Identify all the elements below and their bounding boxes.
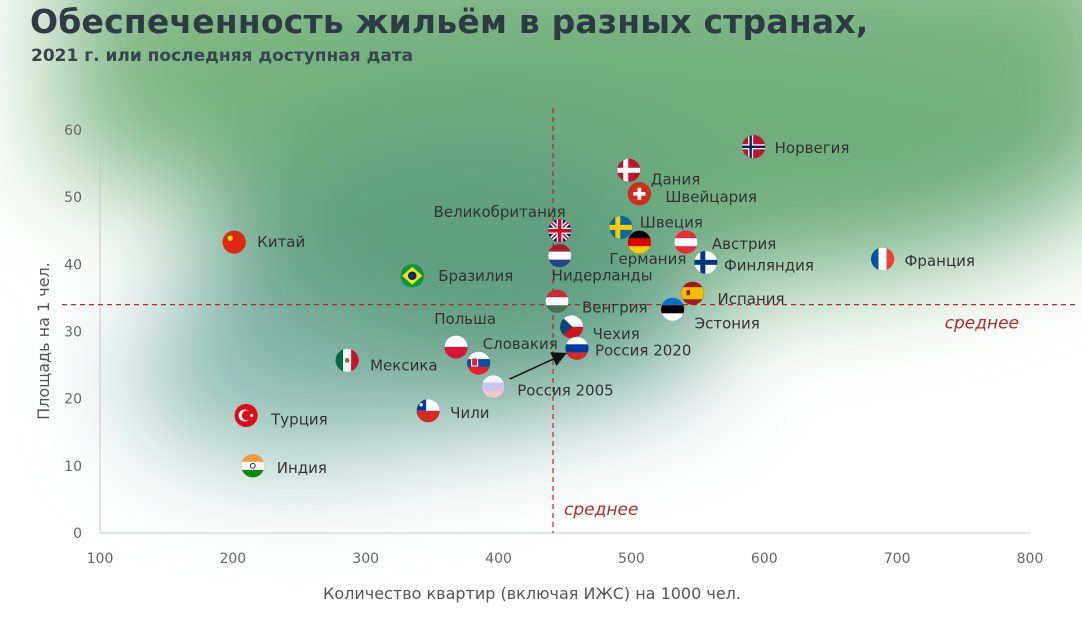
germany-flag-icon (627, 230, 652, 254)
china-flag-icon (222, 230, 246, 254)
point-label: Россия 2005 (517, 382, 613, 400)
brazil-flag-icon (400, 263, 425, 288)
y-tick-label: 0 (73, 526, 82, 542)
estonia-flag-icon (660, 297, 685, 322)
point-label: Германия (609, 250, 686, 268)
point-label: Австрия (712, 235, 776, 253)
hungary-flag-icon (545, 289, 569, 314)
netherlands-flag-icon (547, 243, 572, 268)
india-flag-icon (240, 454, 265, 478)
uk-flag-icon (547, 218, 572, 243)
y-tick-label: 40 (64, 257, 82, 273)
point-label: Россия 2020 (595, 341, 691, 359)
slovakia-flag-icon (466, 351, 491, 375)
russia-flag-icon (565, 336, 589, 361)
x-tick-label: 300 (352, 551, 379, 567)
mean-x-label: среднее (564, 500, 638, 520)
france-flag-icon (870, 247, 895, 271)
y-tick-label: 20 (64, 392, 82, 408)
y-tick-label: 10 (64, 459, 82, 475)
point-label: Франция (905, 252, 975, 270)
norway-flag-icon (741, 134, 766, 159)
spain-flag-icon (680, 281, 705, 306)
poland-flag-icon (444, 335, 468, 359)
point-label: Словакия (483, 335, 558, 353)
austria-flag-icon (674, 230, 698, 254)
finland-flag-icon (694, 250, 718, 275)
y-axis-label: Площадь на 1 чел. (34, 262, 53, 420)
denmark-flag-icon (616, 158, 641, 183)
point-label: Чехия (593, 325, 640, 343)
chart-title: Обеспеченность жильём в разных странах, (30, 2, 869, 41)
point-label: Швейцария (665, 188, 757, 206)
x-axis-label: Количество квартир (включая ИЖС) на 1000… (323, 584, 741, 603)
y-tick-label: 50 (64, 190, 82, 206)
czechia-flag-icon (559, 314, 584, 339)
point-label: Дания (651, 170, 701, 188)
chile-flag-icon (416, 398, 440, 423)
point-label: Швеция (640, 213, 703, 231)
chart-subtitle: 2021 г. или последняя доступная дата (31, 46, 414, 66)
switzerland-flag-icon (627, 182, 652, 206)
x-tick-label: 100 (87, 551, 114, 567)
russia-change-arrow (509, 352, 567, 380)
point-label: Польша (434, 310, 496, 328)
point-label: Великобритания (434, 203, 566, 221)
point-label: Венгрия (582, 298, 648, 316)
point-label: Норвегия (775, 139, 850, 157)
point-label: Нидерланды (552, 267, 653, 285)
point-label: Турция (270, 410, 328, 428)
y-tick-label: 60 (64, 123, 82, 139)
x-tick-label: 800 (1017, 551, 1044, 567)
turkey-flag-icon (234, 403, 258, 428)
sweden-flag-icon (608, 215, 633, 240)
point-label: Мексика (370, 356, 437, 374)
x-tick-label: 200 (219, 551, 246, 567)
point-label: Бразилия (438, 267, 513, 285)
x-tick-label: 500 (618, 551, 645, 567)
point-label: Эстония (695, 314, 760, 332)
point-label: Индия (277, 459, 327, 477)
mean-y-label: среднее (945, 314, 1019, 334)
x-tick-label: 700 (884, 551, 911, 567)
x-tick-label: 600 (751, 551, 778, 567)
point-label: Чили (450, 404, 489, 422)
point-label: Финляндия (724, 256, 814, 274)
mexico-flag-icon (335, 348, 359, 373)
point-label: Китай (257, 233, 305, 251)
russia-2005-flag-icon (481, 374, 506, 399)
point-label: Испания (718, 290, 785, 308)
x-tick-label: 400 (485, 551, 512, 567)
y-tick-label: 30 (64, 325, 82, 341)
